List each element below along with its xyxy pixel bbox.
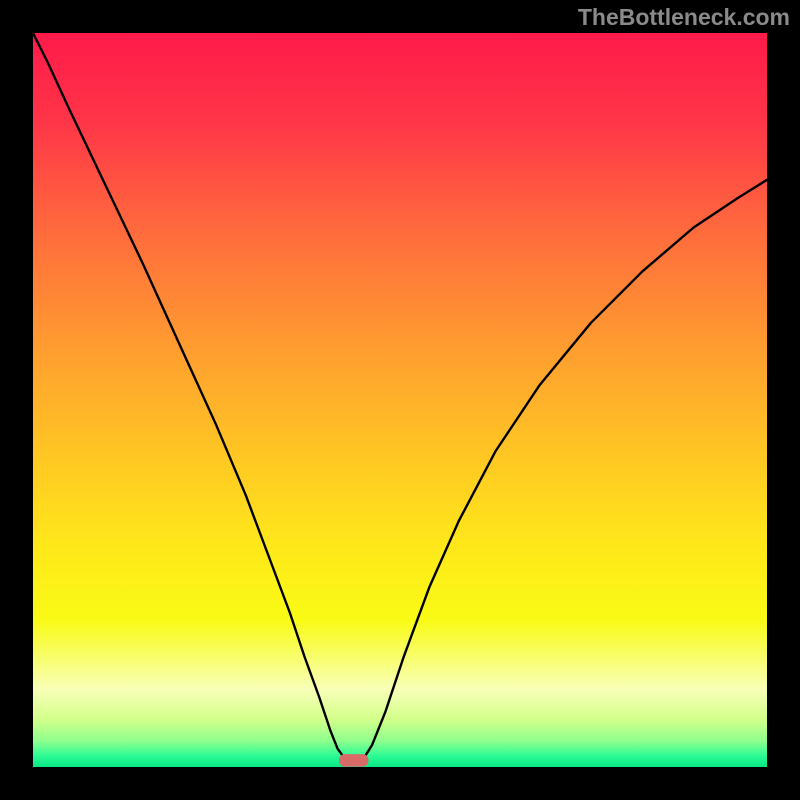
optimal-point-marker bbox=[339, 754, 368, 766]
watermark-text: TheBottleneck.com bbox=[578, 4, 790, 31]
chart-frame: TheBottleneck.com bbox=[0, 0, 800, 800]
bottleneck-curve-chart bbox=[33, 33, 767, 767]
gradient-background bbox=[33, 33, 767, 767]
plot-container bbox=[33, 33, 767, 767]
